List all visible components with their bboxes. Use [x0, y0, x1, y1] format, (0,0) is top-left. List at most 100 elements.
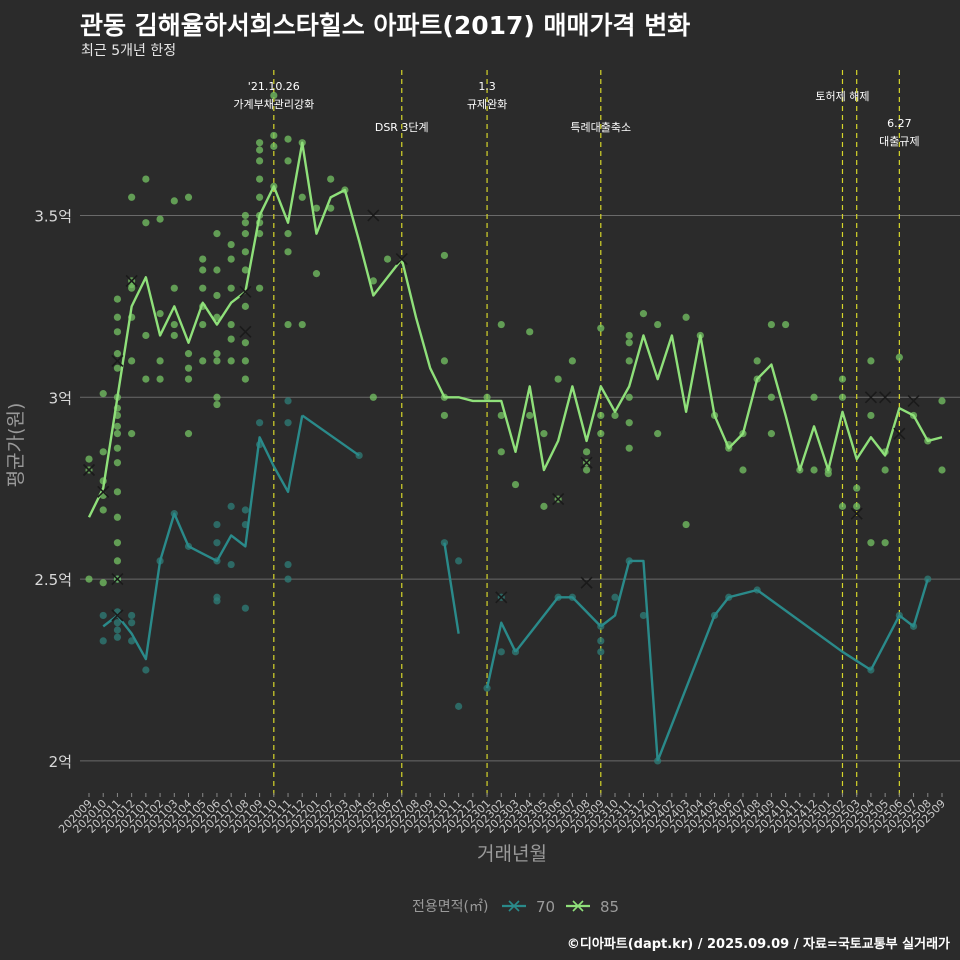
data-point-85	[113, 364, 122, 372]
event-label: 규제완화	[467, 98, 507, 111]
series-marker-70	[111, 573, 124, 586]
data-point-85	[256, 230, 264, 238]
data-point-85	[227, 284, 235, 292]
data-point-85	[213, 291, 221, 300]
event-label: DSR 3단계	[375, 121, 429, 134]
data-point-85	[113, 488, 122, 496]
data-point-85	[241, 266, 249, 274]
y-tick-label: 2억	[49, 753, 72, 771]
data-point-85	[99, 506, 107, 514]
chart-title: 관동 김해율하서희스타힐스 아파트(2017) 매매가격 변화	[80, 11, 691, 40]
data-point-85	[284, 157, 292, 165]
data-point-85	[867, 357, 875, 365]
data-point-85	[312, 204, 321, 212]
data-point-70	[128, 619, 136, 627]
data-point-85	[526, 328, 534, 336]
data-point-85	[113, 430, 122, 438]
data-point-85	[597, 430, 605, 438]
data-point-85	[554, 375, 562, 383]
data-point-85	[241, 357, 249, 365]
data-point-70	[284, 419, 292, 427]
chart-subtitle: 최근 5개년 한정	[81, 43, 177, 59]
data-point-85	[270, 131, 278, 140]
data-point-70	[241, 604, 249, 612]
legend: 전용면적(㎡) 70 85	[412, 898, 619, 916]
data-point-85	[582, 448, 591, 456]
data-point-70	[639, 611, 648, 620]
data-point-85	[767, 320, 776, 329]
data-point-85	[625, 393, 633, 401]
data-point-85	[256, 157, 264, 165]
data-point-70	[99, 611, 107, 620]
data-point-85	[526, 411, 534, 420]
data-point-85	[511, 480, 520, 489]
source-caption: ©디아파트(dapt.kr) / 2025.09.09 / 자료=국토교통부 실…	[566, 937, 950, 952]
data-point-85	[113, 350, 122, 358]
data-point-85	[170, 197, 178, 205]
data-point-70	[597, 637, 605, 645]
data-point-85	[284, 248, 292, 256]
data-point-85	[113, 557, 122, 565]
data-point-70	[483, 684, 491, 692]
data-point-85	[241, 219, 249, 227]
data-point-85	[256, 284, 264, 292]
data-point-85	[113, 422, 122, 430]
series-line-70	[102, 415, 304, 661]
data-point-85	[256, 175, 264, 183]
data-point-85	[113, 313, 122, 321]
series-marker-70	[495, 591, 508, 604]
data-point-85	[853, 484, 861, 492]
series-lines	[87, 141, 943, 762]
series-marker-85	[907, 394, 920, 407]
data-point-85	[440, 251, 449, 260]
data-point-85	[227, 240, 235, 249]
series-marker-85	[239, 325, 252, 338]
data-point-85	[170, 284, 178, 292]
series-marker-85	[82, 463, 96, 477]
data-point-85	[184, 375, 193, 383]
data-point-70	[213, 520, 221, 529]
data-point-85	[156, 215, 164, 223]
data-point-85	[440, 357, 449, 365]
data-point-85	[85, 575, 93, 583]
data-point-85	[170, 320, 178, 329]
data-point-85	[867, 539, 875, 547]
data-point-85	[241, 211, 249, 220]
data-point-85	[383, 255, 392, 263]
data-point-70	[99, 637, 107, 645]
data-point-70	[284, 560, 292, 569]
data-point-85	[938, 466, 946, 474]
x-axis-label: 거래년월	[477, 843, 547, 865]
event-label: 토허제 해제	[815, 89, 869, 103]
data-point-70	[455, 557, 463, 565]
data-point-85	[199, 284, 207, 292]
data-point-85	[682, 313, 690, 321]
data-point-85	[895, 353, 903, 361]
data-point-85	[881, 466, 889, 474]
data-point-85	[284, 320, 292, 329]
data-point-70	[256, 419, 264, 427]
data-point-85	[284, 230, 292, 238]
data-point-85	[654, 430, 662, 438]
data-point-85	[213, 266, 221, 274]
data-point-85	[241, 339, 249, 347]
data-point-85	[739, 466, 747, 474]
data-point-85	[298, 193, 306, 201]
data-point-85	[597, 411, 605, 420]
series-line-70	[656, 615, 716, 762]
data-point-85	[256, 139, 264, 147]
y-tick-label: 3.5억	[34, 207, 72, 225]
series-marker-85	[111, 354, 124, 367]
data-point-85	[113, 459, 122, 467]
data-point-85	[838, 502, 847, 510]
legend-label-85: 85	[600, 898, 619, 916]
data-point-85	[227, 357, 235, 365]
data-point-85	[184, 430, 193, 438]
data-point-85	[853, 502, 861, 510]
data-point-85	[440, 411, 449, 420]
data-point-70	[213, 539, 221, 547]
data-point-85	[611, 411, 619, 420]
series-line-70	[756, 589, 872, 672]
data-point-85	[156, 310, 164, 318]
